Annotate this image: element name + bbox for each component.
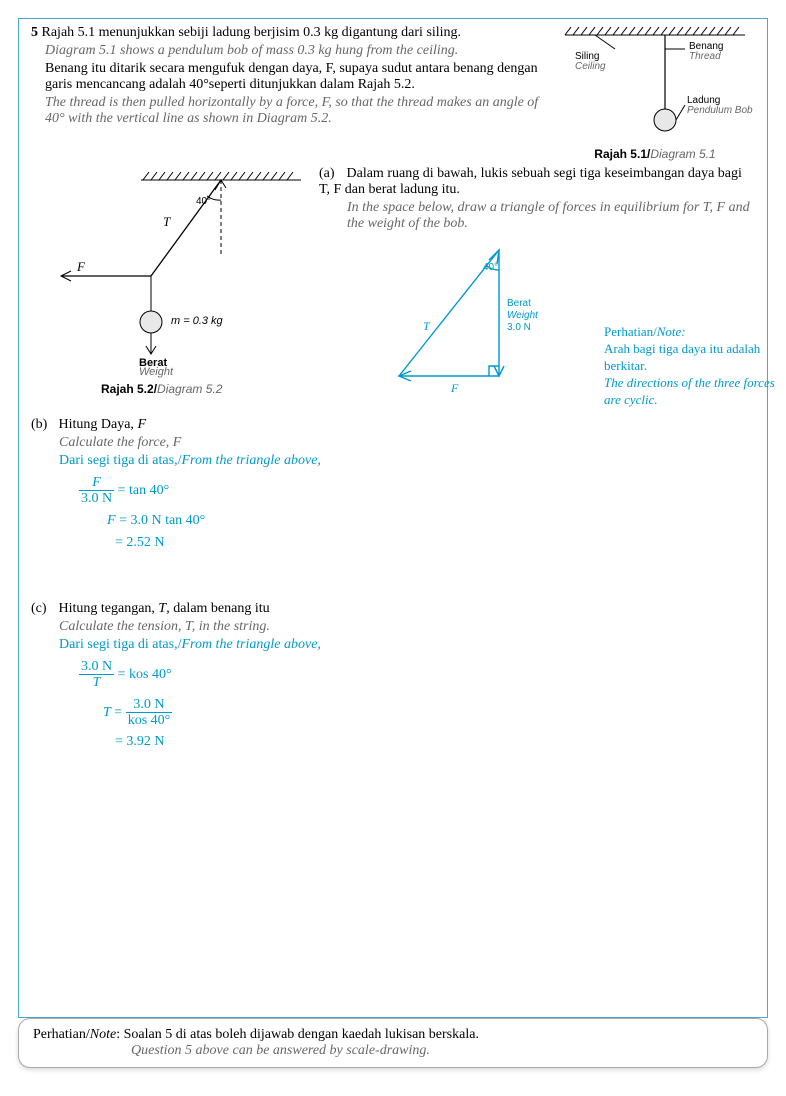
part-c-intro-bm: Dari segi tiga di atas,/ — [59, 637, 181, 652]
ladung-en-label: Pendulum Bob — [687, 105, 753, 116]
part-c-eq2: T = 3.0 N kos 40° — [103, 697, 755, 729]
footer-en: Question 5 above can be answered by scal… — [131, 1043, 753, 1059]
diagram-5-1-column: Siling Ceiling Benang Thread Ladung Pend… — [555, 25, 755, 162]
triangle-of-forces-svg: 40° T F Berat Weight 3.0 N — [339, 236, 599, 396]
part-b-eq1-rhs: = tan 40° — [118, 483, 170, 498]
intro-en-2: The thread is then pulled horizontally b… — [45, 95, 547, 127]
part-c-work: Dari segi tiga di atas,/From the triangl… — [59, 637, 755, 751]
part-c-intro: Dari segi tiga di atas,/From the triangl… — [59, 637, 755, 653]
part-a-text: (a) Dalam ruang di bawah, lukis sebuah s… — [319, 166, 755, 198]
intro-bm-2: Benang itu ditarik secara mengufuk denga… — [45, 61, 547, 93]
mass-label: m = 0.3 kg — [171, 315, 224, 327]
tri-berat-bm: Berat — [507, 298, 531, 309]
diag52-caption-en: Diagram 5.2 — [157, 382, 222, 396]
intro-en-1: Diagram 5.1 shows a pendulum bob of mass… — [45, 43, 547, 59]
angle-40-label: 40° — [196, 196, 211, 207]
footer-note-box: Perhatian/Note: Soalan 5 di atas boleh d… — [18, 1018, 768, 1068]
page: 5 Rajah 5.1 menunjukkan sebiji ladung be… — [0, 0, 786, 1096]
note-title: Perhatian/Note: — [604, 324, 784, 341]
diagram-5-2-svg: T 40° F m = 0.3 kg Berat — [31, 166, 311, 366]
part-c-label: (c) — [31, 601, 55, 617]
diagram-5-1-caption: Rajah 5.1/Diagram 5.1 — [555, 147, 755, 162]
diag52-caption-bm: Rajah 5.2/ — [101, 382, 157, 396]
part-a-bm: Dalam ruang di bawah, lukis sebuah segi … — [319, 166, 742, 197]
part-a-label: (a) — [319, 166, 343, 182]
note-title-en: Note: — [657, 324, 686, 339]
tri-F-label: F — [450, 381, 459, 395]
triangle-note: Perhatian/Note: Arah bagi tiga daya itu … — [604, 324, 784, 408]
part-c-en: Calculate the tension, T, in the string. — [59, 619, 755, 635]
footer-line1: Perhatian/Note: Soalan 5 di atas boleh d… — [33, 1027, 753, 1043]
part-a-en: In the space below, draw a triangle of f… — [347, 200, 755, 232]
part-c-eq1-rhs: = kos 40° — [118, 667, 172, 682]
part-b: (b) Hitung Daya, F Calculate the force, … — [31, 417, 755, 551]
part-b-header: (b) Hitung Daya, F — [31, 417, 755, 433]
intro-text-column: 5 Rajah 5.1 menunjukkan sebiji ladung be… — [31, 25, 555, 129]
benang-en-label: Thread — [689, 51, 721, 62]
part-b-work: Dari segi tiga di atas,/From the triangl… — [59, 453, 755, 551]
note-en: The directions of the three forces are c… — [604, 375, 784, 409]
part-b-eq1: F 3.0 N = tan 40° — [79, 475, 755, 507]
part-c: (c) Hitung tegangan, T, dalam benang itu… — [31, 601, 755, 751]
note-title-bm: Perhatian/ — [604, 324, 657, 339]
question-number: 5 — [31, 25, 38, 40]
diag51-caption-en: Diagram 5.1 — [650, 147, 715, 161]
question-5-box: 5 Rajah 5.1 menunjukkan sebiji ladung be… — [18, 18, 768, 1018]
part-b-bm: Hitung Daya, F — [59, 417, 147, 432]
part-c-intro-en: From the triangle above, — [181, 637, 320, 652]
F-label: F — [76, 259, 86, 274]
siling-en-label: Ceiling — [575, 61, 606, 72]
part-b-intro-en: From the triangle above, — [181, 453, 320, 468]
footer-label-en: Note — [90, 1027, 116, 1042]
footer-label-bm: Perhatian/ — [33, 1027, 90, 1042]
part-c-bm: Hitung tegangan, T, dalam benang itu — [59, 601, 270, 616]
T-label: T — [163, 214, 171, 229]
part-c-eq3: = 3.92 N — [115, 734, 755, 750]
note-bm: Arah bagi tiga daya itu adalah berkitar. — [604, 341, 784, 375]
footer-bm: Soalan 5 di atas boleh dijawab dengan ka… — [120, 1027, 479, 1042]
part-b-intro: Dari segi tiga di atas,/From the triangl… — [59, 453, 755, 469]
part-b-en: Calculate the force, F — [59, 435, 755, 451]
diagram-5-1-svg: Siling Ceiling Benang Thread Ladung Pend… — [555, 25, 755, 145]
tri-T-label: T — [423, 319, 431, 333]
tri-berat-en: Weight — [507, 310, 539, 321]
q-number-line: 5 Rajah 5.1 menunjukkan sebiji ladung be… — [31, 25, 547, 41]
part-b-eq3: = 2.52 N — [115, 535, 755, 551]
intro-bm-1: Rajah 5.1 menunjukkan sebiji ladung berj… — [42, 25, 462, 40]
intro-row: 5 Rajah 5.1 menunjukkan sebiji ladung be… — [31, 25, 755, 162]
diagram-5-2-caption: Rajah 5.2/Diagram 5.2 — [101, 382, 311, 397]
part-c-eq1: 3.0 N T = kos 40° — [79, 659, 755, 691]
tri-angle-label: 40° — [483, 262, 498, 273]
part-b-intro-bm: Dari segi tiga di atas,/ — [59, 453, 181, 468]
berat-en-label: Weight — [139, 362, 311, 378]
tri-berat-val: 3.0 N — [507, 322, 531, 333]
diag51-caption-bm: Rajah 5.1/ — [594, 147, 650, 161]
part-b-label: (b) — [31, 417, 55, 433]
part-c-header: (c) Hitung tegangan, T, dalam benang itu — [31, 601, 755, 617]
diagram-5-2-column: T 40° F m = 0.3 kg Berat — [31, 166, 311, 397]
part-b-eq2: F = 3.0 N tan 40° — [107, 513, 755, 529]
